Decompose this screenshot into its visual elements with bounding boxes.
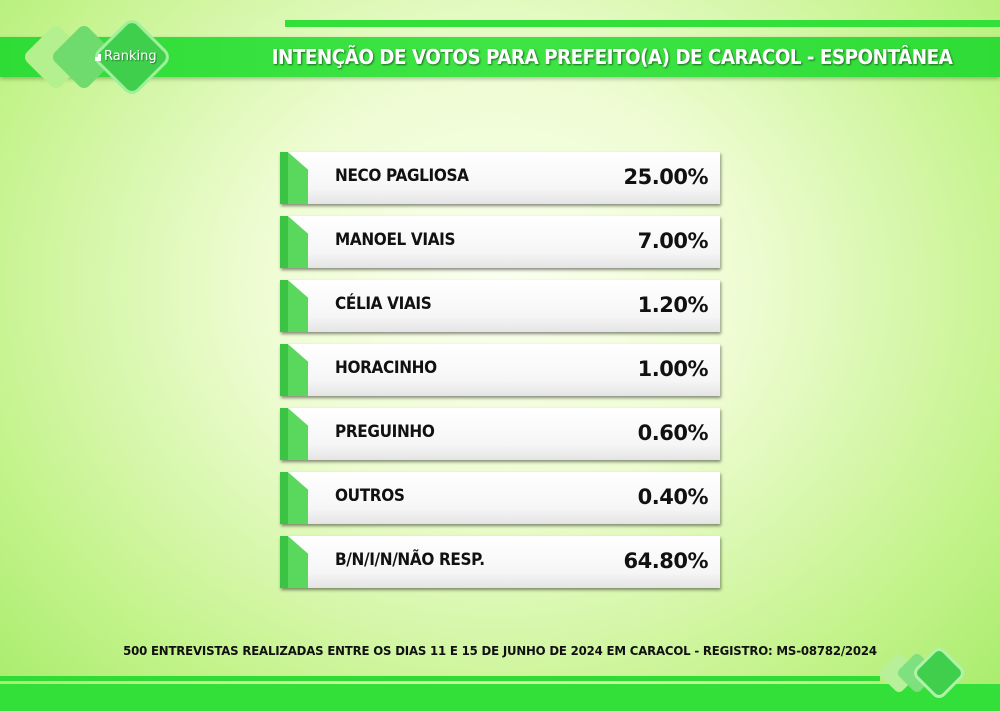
row-accent-edge [280, 152, 288, 204]
table-row: NECO PAGLIOSA 25.00% [280, 152, 722, 206]
candidate-name: NECO PAGLIOSA [335, 166, 469, 186]
table-row: CÉLIA VIAIS 1.20% [280, 280, 722, 334]
footer-note: 500 ENTREVISTAS REALIZADAS ENTRE OS DIAS… [123, 643, 877, 658]
vote-percentage: 25.00% [623, 165, 709, 189]
table-row: MANOEL VIAIS 7.00% [280, 216, 722, 270]
row-card: HORACINHO 1.00% [280, 344, 720, 396]
candidate-name: HORACINHO [335, 358, 437, 378]
vote-percentage: 1.20% [637, 293, 709, 317]
table-row: OUTROS 0.40% [280, 472, 722, 526]
row-accent-edge [280, 344, 288, 396]
footer-stripe [0, 676, 880, 681]
candidate-name: PREGUINHO [335, 422, 435, 442]
candidate-name: MANOEL VIAIS [335, 230, 456, 250]
vote-percentage: 0.40% [637, 485, 709, 509]
row-card: B/N/I/N/NÃO RESP. 64.80% [280, 536, 720, 588]
header-bar [0, 37, 1000, 77]
row-card: OUTROS 0.40% [280, 472, 720, 524]
logo-text: Ranking [104, 49, 157, 64]
row-accent-edge [280, 536, 288, 588]
vote-percentage: 0.60% [637, 421, 709, 445]
page-title: INTENÇÃO DE VOTOS PARA PREFEITO(A) DE CA… [271, 45, 953, 69]
vote-percentage: 64.80% [623, 549, 709, 573]
row-card: NECO PAGLIOSA 25.00% [280, 152, 720, 204]
candidate-name: CÉLIA VIAIS [335, 294, 432, 314]
row-accent-edge [280, 216, 288, 268]
corner-decoration [870, 648, 980, 700]
row-accent-edge [280, 408, 288, 460]
candidate-name: OUTROS [335, 486, 405, 506]
table-row: B/N/I/N/NÃO RESP. 64.80% [280, 536, 722, 590]
row-accent-edge [280, 280, 288, 332]
vote-percentage: 1.00% [637, 357, 709, 381]
table-row: PREGUINHO 0.60% [280, 408, 722, 462]
ranking-logo-icon [95, 54, 101, 61]
row-card: CÉLIA VIAIS 1.20% [280, 280, 720, 332]
row-accent-edge [280, 472, 288, 524]
row-card: PREGUINHO 0.60% [280, 408, 720, 460]
candidate-name: B/N/I/N/NÃO RESP. [335, 550, 485, 570]
footer-bar [0, 684, 1000, 711]
row-card: MANOEL VIAIS 7.00% [280, 216, 720, 268]
table-row: HORACINHO 1.00% [280, 344, 722, 398]
logo: Ranking [22, 12, 182, 102]
header-top-stripe [285, 20, 1000, 27]
vote-percentage: 7.00% [637, 229, 709, 253]
